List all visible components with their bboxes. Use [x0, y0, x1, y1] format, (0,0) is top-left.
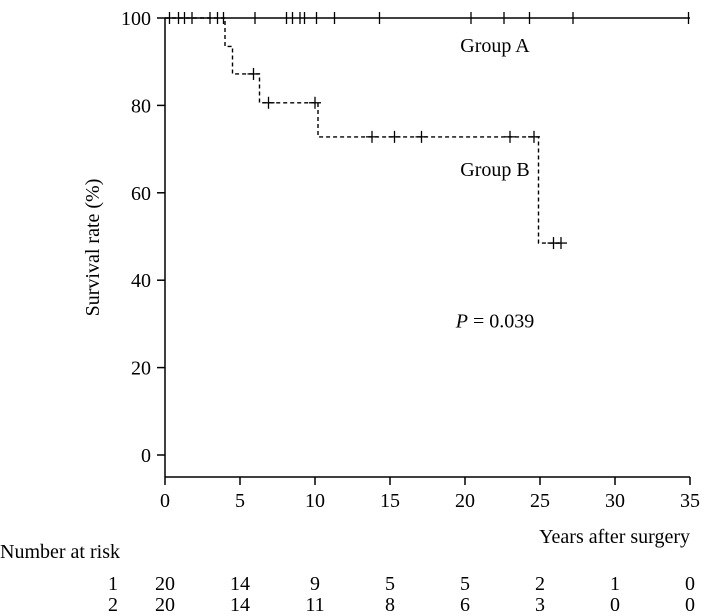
risk-value: 0: [610, 594, 620, 616]
y-tick-label: 60: [131, 183, 151, 205]
x-axis-title: Years after surgery: [539, 526, 690, 548]
x-tick-label: 35: [680, 490, 700, 512]
y-axis-title: Survival rate (%): [82, 179, 104, 317]
y-tick-label: 0: [141, 445, 151, 467]
risk-value: 8: [385, 594, 395, 616]
annotation-group-a: Group A: [460, 35, 530, 57]
risk-value: 5: [385, 573, 395, 595]
risk-value: 14: [230, 594, 250, 616]
risk-value: 11: [305, 594, 324, 616]
y-tick-label: 100: [121, 8, 151, 30]
x-tick-label: 10: [305, 490, 325, 512]
risk-table: Number at risk 1 2 20 14 9 5 5 2 1 020 14 11 8 6 3 0 0: [0, 541, 695, 616]
p-value-text: = 0.039: [468, 310, 534, 332]
y-tick-label: 40: [131, 270, 151, 292]
y-tick-label: 20: [131, 358, 151, 380]
risk-value: 0: [685, 573, 695, 595]
risk-value: 9: [310, 573, 320, 595]
annotation-group-b: Group B: [460, 159, 529, 181]
annotations: Group A Group B P = 0.039: [455, 35, 535, 332]
risk-value: 20: [155, 594, 175, 616]
x-tick-label: 5: [235, 490, 245, 512]
risk-value: 2: [535, 573, 545, 595]
p-value-symbol: P: [455, 310, 468, 332]
x-tick-label: 25: [530, 490, 550, 512]
axes: [164, 18, 690, 478]
risk-table-label: Number at risk: [0, 541, 120, 563]
series-group: [165, 12, 690, 250]
risk-value: 3: [535, 594, 545, 616]
risk-value: 0: [685, 594, 695, 616]
risk-value: 1: [610, 573, 620, 595]
risk-row-name: 2: [108, 594, 118, 616]
series-line-group-b: [165, 17, 561, 244]
x-tick-label: 0: [160, 490, 170, 512]
x-tick-label: 15: [380, 490, 400, 512]
risk-value: 20: [155, 573, 175, 595]
risk-value: 6: [460, 594, 470, 616]
x-tick-label: 20: [455, 490, 475, 512]
risk-value: 5: [460, 573, 470, 595]
y-tick-label: 80: [131, 95, 151, 117]
risk-row-name: 1: [108, 573, 118, 595]
risk-value: 14: [230, 573, 250, 595]
annotation-p-value: P = 0.039: [455, 310, 535, 332]
ticks: 0 20 40 60 80 100 0 5 10 15 20 25 30 35: [121, 8, 700, 512]
x-tick-label: 30: [605, 490, 625, 512]
